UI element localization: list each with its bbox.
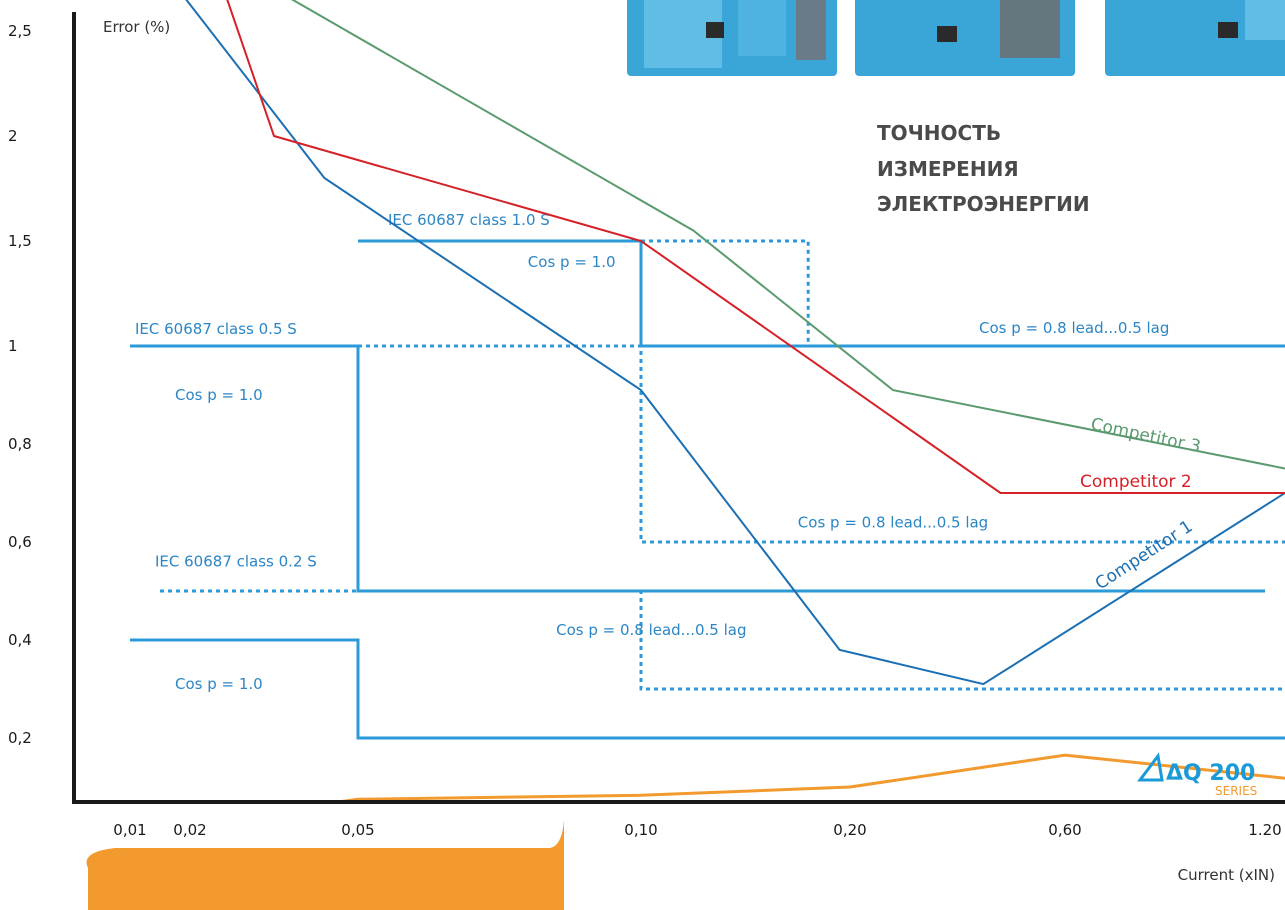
series-line-competitor-2 xyxy=(226,0,1285,494)
series-lines xyxy=(185,0,1285,800)
y-tick-0-4: 0,4 xyxy=(8,631,32,649)
y-tick-1-5: 1,5 xyxy=(8,232,32,250)
limit-iec-60687-class-0-2-s-solid xyxy=(130,638,1285,740)
series-label-competitor-2: Competitor 2 xyxy=(1080,472,1192,492)
y-tick-2: 2 xyxy=(8,127,18,145)
y-tick-0-6: 0,6 xyxy=(8,533,32,551)
chart-heading: ТОЧНОСТЬ ИЗМЕРЕНИЯ ЭЛЕКТРОЭНЕРГИИ xyxy=(877,121,1090,216)
y-tick-labels: 2,5 2 1,5 1 0,8 0,6 0,4 0,2 xyxy=(8,22,32,747)
limit-iec-60687-class-0-5-s-dotted xyxy=(358,344,1285,544)
limit-iec-60687-class-0-2-s-note-2: Cos p = 0.8 lead...0.5 lag xyxy=(556,621,746,639)
y-tick-0-8: 0,8 xyxy=(8,435,32,453)
orange-bracket xyxy=(86,820,564,910)
y-axis-title: Error (%) xyxy=(103,18,170,36)
brand-delta-icon xyxy=(1137,752,1164,782)
limit-iec-60687-class-0-5-s-label: IEC 60687 class 0.5 S xyxy=(135,320,297,338)
x-tick-1-20: 1.20 xyxy=(1248,821,1281,839)
y-tick-1: 1 xyxy=(8,337,18,355)
limit-iec-60687-class-0-2-s-note-1: Cos p = 1.0 xyxy=(175,675,263,693)
brand-series-text: SERIES xyxy=(1215,784,1257,798)
y-tick-2-5: 2,5 xyxy=(8,22,32,40)
x-tick-0-02: 0,02 xyxy=(173,821,206,839)
limit-iec-60687-class-1-0-s-note-2: Cos p = 0.8 lead...0.5 lag xyxy=(979,319,1169,337)
x-tick-0-60: 0,60 xyxy=(1048,821,1081,839)
x-tick-0-01: 0,01 xyxy=(113,821,146,839)
limit-iec-60687-class-0-5-s-note-2: Cos p = 0.8 lead...0.5 lag xyxy=(798,513,988,531)
limit-iec-60687-class-0-2-s-dotted xyxy=(160,589,1285,691)
series-line-competitor-3 xyxy=(291,0,1285,470)
heading-line-3: ЭЛЕКТРОЭНЕРГИИ xyxy=(877,192,1090,216)
class-limit-labels: IEC 60687 class 1.0 S Cos p = 1.0 Cos p = … xyxy=(135,211,1169,693)
x-axis-title: Current (xIN) xyxy=(1178,866,1275,884)
series-line-product xyxy=(341,753,1285,800)
brand-logo: ΔQ 200 SERIES xyxy=(1137,752,1257,798)
limit-iec-60687-class-1-0-s-label: IEC 60687 class 1.0 S xyxy=(388,211,550,229)
device-illustration xyxy=(627,0,1285,76)
x-tick-0-05: 0,05 xyxy=(341,821,374,839)
limit-iec-60687-class-0-5-s-note-1: Cos p = 1.0 xyxy=(175,386,263,404)
x-tick-labels: 0,01 0,02 0,05 0,10 0,20 0,60 1.20 xyxy=(113,821,1281,839)
brand-logo-text: ΔQ 200 xyxy=(1166,761,1255,786)
x-tick-0-10: 0,10 xyxy=(624,821,657,839)
limit-iec-60687-class-1-0-s-solid xyxy=(358,239,1285,348)
heading-line-1: ТОЧНОСТЬ xyxy=(877,121,1001,145)
class-limits xyxy=(130,239,1285,740)
limit-iec-60687-class-1-0-s-note-1: Cos p = 1.0 xyxy=(528,253,616,271)
x-tick-0-20: 0,20 xyxy=(833,821,866,839)
heading-line-2: ИЗМЕРЕНИЯ xyxy=(877,157,1019,181)
series-line-competitor-1 xyxy=(185,0,1285,686)
series-label-competitor-3: Competitor 3 xyxy=(1089,414,1202,457)
limit-iec-60687-class-0-5-s-solid xyxy=(130,344,1265,593)
limit-iec-60687-class-0-2-s-label: IEC 60687 class 0.2 S xyxy=(155,553,317,571)
y-tick-0-2: 0,2 xyxy=(8,729,32,747)
